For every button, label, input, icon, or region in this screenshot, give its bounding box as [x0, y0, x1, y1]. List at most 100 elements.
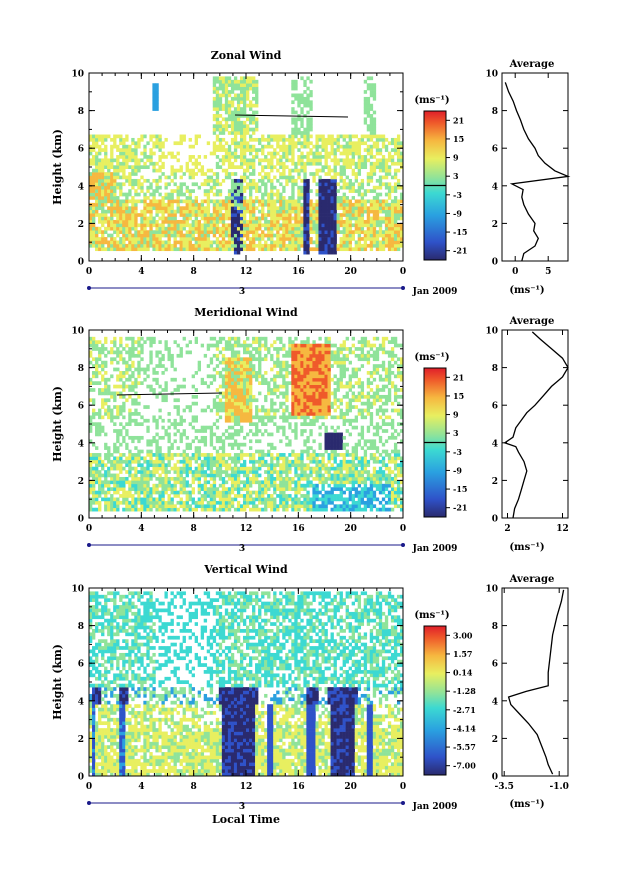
- heatmap-cell: [369, 233, 374, 238]
- heatmap-cell: [297, 185, 301, 190]
- heatmap-cell: [270, 401, 274, 406]
- heatmap-cell: [122, 425, 126, 430]
- heatmap-cell: [140, 473, 144, 478]
- heatmap-cell: [224, 141, 229, 146]
- heatmap-cell: [188, 405, 192, 409]
- heatmap-cell: [209, 357, 214, 362]
- heatmap-cell: [125, 202, 129, 207]
- heatmap-cell: [246, 127, 250, 132]
- heatmap-cell: [215, 237, 220, 241]
- heatmap-cell: [128, 182, 132, 187]
- heatmap-cell: [369, 199, 374, 204]
- heatmap-cell: [366, 137, 371, 142]
- heatmap-cell: [188, 494, 192, 498]
- heatmap-cell: [173, 182, 177, 187]
- heatmap-cell: [206, 466, 211, 471]
- heatmap-cell: [152, 223, 156, 228]
- heatmap-cell: [200, 223, 205, 228]
- heatmap-cell: [113, 243, 117, 248]
- heatmap-cell: [107, 415, 111, 420]
- heatmap-cell: [264, 470, 268, 474]
- heatmap-cell: [291, 202, 295, 207]
- heatmap-cell: [276, 360, 280, 365]
- heatmap-cell: [279, 161, 283, 166]
- heatmap-cell: [188, 497, 192, 502]
- heatmap-cell: [291, 178, 295, 183]
- heatmap-cell: [194, 141, 198, 146]
- heatmap-cell: [191, 209, 195, 214]
- heatmap-cell: [137, 165, 141, 170]
- heatmap-cell: [155, 93, 159, 98]
- heatmap-cell: [239, 120, 244, 125]
- heatmap-cell: [101, 483, 105, 488]
- heatmap-cell: [351, 168, 355, 173]
- heatmap-cell: [264, 487, 268, 491]
- heatmap-cell: [236, 494, 241, 498]
- heatmap-cell: [282, 507, 286, 512]
- heatmap-cell: [221, 497, 226, 502]
- heatmap-cell: [242, 148, 247, 152]
- heatmap-cell: [116, 483, 120, 488]
- heatmap-cell: [158, 463, 162, 468]
- heatmap-cell: [270, 219, 274, 224]
- heatmap-cell: [122, 507, 126, 512]
- heatmap-cell: [360, 247, 365, 252]
- heatmap-cell: [146, 504, 150, 509]
- heatmap-cell: [273, 456, 277, 461]
- heatmap-cell: [215, 463, 220, 468]
- heatmap-cell: [176, 151, 180, 156]
- heatmap-cell: [351, 213, 355, 217]
- heatmap-cell: [246, 504, 250, 509]
- heatmap-cell: [125, 216, 129, 221]
- heatmap-cell: [221, 103, 226, 108]
- heatmap-cell: [306, 120, 310, 125]
- heatmap-cell: [149, 497, 153, 502]
- heatmap-cell: [155, 137, 159, 142]
- y-tick-label: 8: [78, 107, 84, 117]
- heatmap-cell: [110, 497, 114, 502]
- heatmap-cell: [261, 175, 265, 180]
- heatmap-cell: [369, 90, 374, 94]
- heatmap-cell: [101, 213, 105, 217]
- heatmap-cell: [155, 202, 159, 207]
- heatmap-cell: [116, 466, 120, 471]
- heatmap-cell: [203, 490, 208, 495]
- heatmap-cell: [360, 134, 365, 139]
- heatmap-cell: [227, 240, 232, 245]
- heatmap-cell: [360, 199, 365, 204]
- heatmap-cell: [113, 165, 117, 170]
- heatmap-cell: [315, 240, 319, 245]
- heatmap-cell: [249, 192, 253, 197]
- heatmap-cell: [185, 202, 189, 207]
- heatmap-cell: [224, 401, 229, 406]
- heatmap-cell: [92, 134, 96, 139]
- heatmap-cell: [95, 161, 99, 166]
- heatmap-cell: [258, 141, 262, 146]
- zonal-ylabel: Height (km): [51, 129, 64, 205]
- heatmap-cell: [297, 213, 301, 217]
- heatmap-cell: [200, 500, 205, 505]
- heatmap-cell: [258, 480, 262, 485]
- heatmap-cell: [236, 480, 241, 485]
- heatmap-cell: [128, 223, 132, 228]
- heatmap-cell: [354, 206, 359, 211]
- heatmap-cell: [366, 172, 371, 176]
- heatmap-cell: [255, 117, 259, 122]
- heatmap-cell: [227, 343, 232, 348]
- heatmap-cell: [255, 494, 259, 498]
- heatmap-cell: [149, 219, 153, 224]
- heatmap-cell: [224, 120, 229, 125]
- heatmap-cell: [249, 202, 253, 207]
- heatmap-cell: [233, 480, 238, 485]
- heatmap-cell: [366, 233, 371, 238]
- heatmap-cell: [233, 418, 238, 423]
- heatmap-cell: [267, 476, 271, 481]
- heatmap-cell: [218, 350, 223, 355]
- heatmap-cell: [161, 151, 165, 156]
- heatmap-cell: [288, 237, 292, 241]
- heatmap-cell: [236, 96, 241, 101]
- heatmap-cell: [258, 137, 262, 142]
- heatmap-cell: [104, 388, 108, 392]
- heatmap-cell: [170, 192, 174, 197]
- heatmap-cell: [258, 449, 262, 454]
